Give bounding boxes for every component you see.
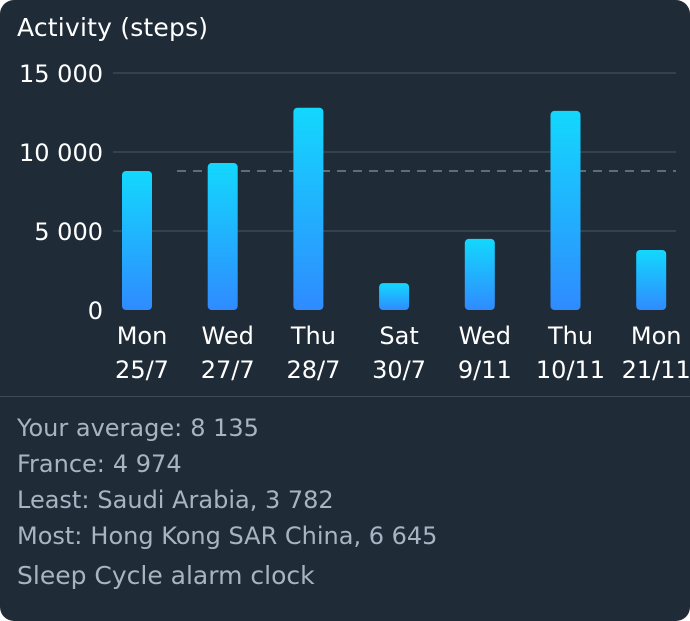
x-tick-day: Wed [202,322,254,350]
stat-label: Your average: [17,414,183,442]
x-tick-day: Mon [631,322,682,350]
y-tick-label: 5 000 [34,218,103,246]
stat-value: Hong Kong SAR China, 6 645 [90,522,438,550]
y-tick-label: 10 000 [19,139,103,167]
stat-least: Least: Saudi Arabia, 3 782 [17,482,437,518]
stat-your-average: Your average: 8 135 [17,410,437,446]
section-divider [0,396,690,397]
widget-title: Activity (steps) [17,13,209,42]
bar [122,170,152,310]
bar [464,238,495,310]
stat-most: Most: Hong Kong SAR China, 6 645 [17,518,437,554]
y-tick-label: 0 [88,297,103,325]
stat-value: 4 974 [112,450,182,478]
x-tick-day: Wed [459,322,511,350]
x-tick-date: 30/7 [372,356,426,384]
x-tick-date: 9/11 [458,356,512,384]
x-tick-date: 25/7 [115,356,169,384]
x-tick-date: 27/7 [201,356,255,384]
bar [293,107,324,310]
x-tick-day: Thu [547,322,593,350]
bar [207,163,238,310]
sleep-cycle-app-link[interactable]: Sleep Cycle alarm clock [17,561,315,590]
x-tick-day: Thu [290,322,336,350]
bar [550,110,581,310]
x-tick-date: 28/7 [286,356,340,384]
bar [379,283,410,310]
stat-label: Most: [17,522,83,550]
bar [636,249,667,310]
x-tick-date: 10/11 [536,356,605,384]
steps-bar-chart: 0 5 000 10 000 15 000 Mon 25/7 Wed 27/7 Thu 28/7… [19,60,690,384]
stat-label: Least: [17,486,90,514]
y-tick-label: 15 000 [19,60,103,88]
stats-list: Your average: 8 135 France: 4 974 Least: Sa… [17,410,437,596]
x-tick-day: Mon [117,322,168,350]
stat-value: Saudi Arabia, 3 782 [97,486,334,514]
stat-country-average: France: 4 974 [17,446,437,482]
x-tick-day: Sat [379,322,418,350]
stat-label: France: [17,450,105,478]
x-tick-date: 21/11 [622,356,690,384]
stat-value: 8 135 [190,414,259,442]
